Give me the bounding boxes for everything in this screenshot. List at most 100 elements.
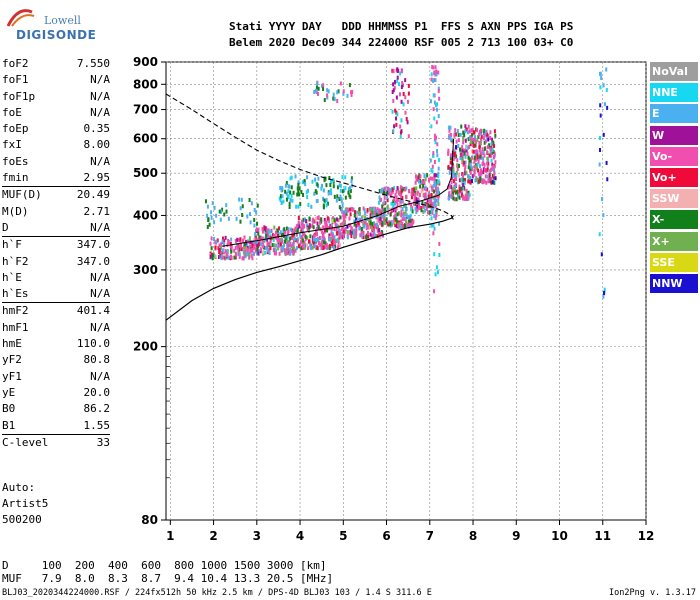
echo-point xyxy=(598,136,601,141)
echo-point xyxy=(207,218,210,223)
param-name: M(D) xyxy=(2,204,29,218)
echo-point xyxy=(489,136,492,141)
echo-point xyxy=(427,210,430,215)
echo-point xyxy=(248,245,251,250)
echo-point xyxy=(470,165,473,170)
echo-point xyxy=(322,188,325,193)
echo-point xyxy=(221,248,224,253)
echo-point xyxy=(464,160,467,165)
echo-point xyxy=(344,186,347,191)
echo-point xyxy=(395,206,398,211)
echo-point xyxy=(322,196,325,201)
echo-point xyxy=(461,145,464,150)
echo-point xyxy=(248,240,251,245)
echo-point xyxy=(488,143,491,148)
echo-point xyxy=(423,196,426,201)
echo-point xyxy=(316,81,319,86)
echo-point xyxy=(600,75,603,80)
echo-point xyxy=(430,209,433,214)
echo-point xyxy=(490,180,493,185)
echo-point xyxy=(355,223,358,228)
echo-point xyxy=(273,233,276,238)
echo-point xyxy=(296,237,299,242)
echo-point xyxy=(312,237,315,242)
echo-point xyxy=(333,97,336,102)
echo-point xyxy=(455,177,458,182)
echo-point xyxy=(388,207,391,212)
echo-point xyxy=(213,254,216,259)
echo-point xyxy=(437,196,440,201)
echo-point xyxy=(438,96,441,101)
echo-point xyxy=(214,254,217,259)
echo-point xyxy=(316,221,319,226)
echo-point xyxy=(266,241,269,246)
echo-point xyxy=(432,223,435,228)
echo-point xyxy=(301,222,304,227)
param-row-hf2: h`F2 347.0 xyxy=(2,254,110,270)
echo-point xyxy=(400,199,403,204)
echo-point xyxy=(376,212,379,217)
echo-point xyxy=(308,239,311,244)
echo-point xyxy=(332,96,335,101)
echo-point xyxy=(235,242,238,247)
echo-point xyxy=(484,130,487,135)
echo-point xyxy=(383,200,386,205)
echo-point xyxy=(464,138,467,143)
echo-point xyxy=(315,199,318,204)
echo-point xyxy=(447,196,450,201)
echo-point xyxy=(288,241,291,246)
echo-point xyxy=(251,256,254,261)
echo-point xyxy=(463,148,466,153)
echo-point xyxy=(467,165,470,170)
echo-point xyxy=(267,233,270,238)
echo-point xyxy=(342,229,345,234)
echo-point xyxy=(323,98,326,103)
logo-text-lowell: Lowell xyxy=(44,14,81,27)
echo-point xyxy=(461,159,464,164)
echo-point xyxy=(490,176,493,181)
echo-point xyxy=(429,158,432,163)
echo-point xyxy=(356,213,359,218)
echo-point xyxy=(297,182,300,187)
echo-point xyxy=(253,223,256,228)
echo-point xyxy=(373,211,376,216)
echo-point xyxy=(311,224,314,229)
echo-point xyxy=(360,230,363,235)
echo-point xyxy=(218,243,221,248)
echo-point xyxy=(396,220,399,225)
echo-point xyxy=(345,207,348,212)
echo-point xyxy=(390,220,393,225)
echo-point xyxy=(489,150,492,155)
echo-point xyxy=(249,240,252,245)
echo-point xyxy=(332,92,335,97)
echo-point xyxy=(372,211,375,216)
echo-point xyxy=(369,213,372,218)
echo-point xyxy=(453,184,456,189)
echo-point xyxy=(234,255,237,260)
echo-point xyxy=(355,227,358,232)
echo-point xyxy=(401,196,404,201)
echo-point xyxy=(346,230,349,235)
echo-point xyxy=(407,214,410,219)
echo-point xyxy=(322,83,325,88)
echo-point xyxy=(269,239,272,244)
echo-point xyxy=(468,157,471,162)
echo-point xyxy=(279,185,282,190)
echo-point xyxy=(410,195,413,200)
echo-point xyxy=(266,248,269,253)
echo-point xyxy=(302,232,305,237)
echo-point xyxy=(261,229,264,234)
echo-point xyxy=(465,127,468,132)
echo-point xyxy=(279,242,282,247)
echo-point xyxy=(487,133,490,138)
polarization-legend: NoVal NNE E W Vo- Vo+ SSW X- X+ SSE NNW xyxy=(650,62,698,295)
param-name: fxI xyxy=(2,138,22,152)
echo-point xyxy=(461,152,464,157)
echo-point xyxy=(431,202,434,207)
echo-point xyxy=(394,216,397,221)
echo-point xyxy=(447,150,450,155)
echo-point xyxy=(221,239,224,244)
echo-point xyxy=(465,189,468,194)
echo-point xyxy=(393,79,396,84)
echo-point xyxy=(491,148,494,153)
